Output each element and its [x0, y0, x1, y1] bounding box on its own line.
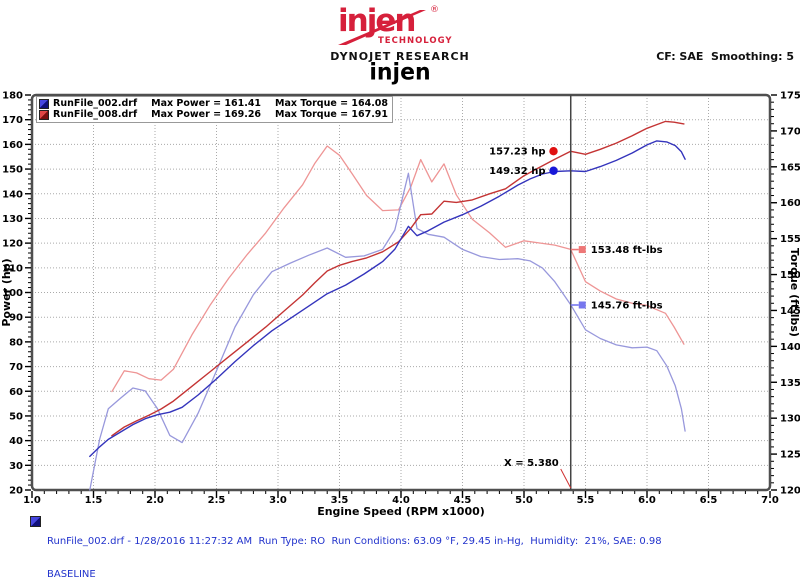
legend-max-power: Max Power = 161.41: [151, 98, 262, 109]
y-right-tick-label: 165: [780, 162, 800, 173]
legend-swatch-red-icon: [39, 109, 49, 120]
y-left-tick-label: 90: [9, 313, 23, 324]
y-left-tick-label: 50: [9, 411, 23, 422]
cursor-x-readout: X = 5.380: [504, 458, 559, 469]
x-axis-title: Engine Speed (RPM x1000): [317, 505, 485, 518]
y-right-tick-label: 140: [780, 342, 800, 353]
cursor-leader-line: [560, 468, 572, 489]
injen-logo-technology: TECHNOLOGY: [378, 36, 453, 46]
y-left-axis-title: Power (hp): [0, 258, 13, 326]
y-left-tick-label: 110: [2, 263, 23, 274]
x-tick-label: 6.5: [700, 495, 718, 506]
legend-row-baseline: RunFile_002.drf Max Power = 161.41 Max T…: [39, 98, 388, 109]
run-info-footer: RunFile_002.drf - 1/28/2016 11:27:32 AM …: [30, 514, 770, 581]
run-marker-blue-icon: [30, 516, 41, 527]
y-axis-right: 120 125 130 135 140 145 150 155 160 165 170 175 Torq…: [771, 91, 800, 497]
y-right-tick-label: 155: [780, 234, 800, 245]
legend-max-torque: Max Torque = 164.08: [275, 98, 389, 109]
power-annotation-label: 149.32 hp: [489, 166, 545, 177]
y-left-tick-label: 30: [9, 461, 23, 472]
injen-logo-word: injen: [338, 3, 414, 39]
x-tick-label: 3.0: [269, 495, 287, 506]
x-tick-label: 1.5: [85, 495, 103, 506]
power-marker-dot: [549, 147, 558, 156]
x-tick-label: 2.0: [146, 495, 164, 506]
torque-annotation-label: 145.76 ft-lbs: [591, 300, 663, 311]
x-axis: 1.0 1.5 2.0 2.5 3.0 3.5 4.0 4.5 5.0 5.5 6.0 6.5 7.0 E…: [23, 491, 779, 518]
y-right-tick-label: 125: [780, 450, 800, 461]
y-left-tick-label: 20: [9, 486, 23, 497]
torque-marker-tag: [578, 301, 586, 309]
x-tick-label: 2.5: [208, 495, 226, 506]
legend-file-name: RunFile_008.drf: [53, 109, 138, 120]
run-info-baseline: RunFile_002.drf - 1/28/2016 11:27:32 AM …: [30, 514, 770, 581]
torque-marker-tag: [578, 246, 586, 254]
dynojet-research-label: DYNOJET RESEARCH: [330, 50, 470, 63]
y-axis-left: 20 30 40 50 60 70 80 90 100 110 120 130 140 150 160 170…: [0, 91, 31, 497]
y-right-tick-label: 130: [780, 414, 800, 425]
y-left-tick-label: 70: [9, 362, 23, 373]
x-tick-label: 1.0: [23, 495, 41, 506]
y-left-tick-label: 150: [2, 165, 23, 176]
legend-swatch-blue-icon: [39, 98, 49, 109]
y-left-tick-label: 80: [9, 337, 23, 348]
x-tick-label: 4.0: [392, 495, 410, 506]
y-right-tick-label: 160: [780, 198, 800, 209]
x-tick-label: 7.0: [761, 495, 779, 506]
x-tick-label: 4.5: [454, 495, 472, 506]
correction-smoothing-label: CF: SAE Smoothing: 5: [656, 50, 794, 63]
gridlines: [32, 95, 770, 490]
y-right-tick-label: 135: [780, 378, 800, 389]
run-label: BASELINE: [47, 569, 96, 580]
y-left-tick-label: 140: [2, 189, 23, 200]
x-tick-label: 6.0: [638, 495, 656, 506]
run-conditions-line: RunFile_002.drf - 1/28/2016 11:27:32 AM …: [47, 536, 662, 547]
y-left-tick-label: 180: [2, 91, 23, 102]
y-left-tick-label: 100: [2, 288, 23, 299]
x-tick-label: 5.5: [577, 495, 595, 506]
y-right-tick-label: 170: [780, 126, 800, 137]
y-left-tick-label: 40: [9, 436, 23, 447]
power-marker-dot: [549, 166, 558, 175]
legend-file-name: RunFile_002.drf: [53, 98, 138, 109]
legend-max-power: Max Power = 169.26: [151, 109, 262, 120]
legend-max-torque: Max Torque = 167.91: [275, 109, 389, 120]
y-right-tick-label: 145: [780, 306, 800, 317]
y-right-tick-label: 150: [780, 270, 800, 281]
graph-title: injen: [369, 59, 431, 86]
curve-power-blue: [89, 140, 686, 458]
torque-annotation-label: 153.48 ft-lbs: [591, 245, 663, 256]
injen-logo-registered-mark: ®: [430, 5, 439, 15]
legend-row-sp1811: RunFile_008.drf Max Power = 169.26 Max T…: [39, 109, 388, 120]
y-left-tick-label: 120: [2, 239, 23, 250]
injen-logo-swoosh: [338, 10, 426, 45]
power-annotation-label: 157.23 hp: [489, 147, 545, 158]
y-right-tick-label: 175: [780, 91, 800, 102]
y-left-tick-label: 160: [2, 140, 23, 151]
legend-box: RunFile_002.drf Max Power = 161.41 Max T…: [36, 96, 394, 123]
curve-torque-red: [111, 145, 685, 393]
plot-frame: [30, 93, 772, 492]
y-right-tick-label: 120: [780, 486, 800, 497]
y-right-axis-title: Torque (ft-lbs): [788, 248, 800, 337]
x-tick-label: 3.5: [331, 495, 349, 506]
y-left-tick-label: 60: [9, 387, 23, 398]
y-left-tick-label: 170: [2, 115, 23, 126]
x-tick-label: 5.0: [515, 495, 533, 506]
y-left-tick-label: 130: [2, 214, 23, 225]
injen-logo: injen ® TECHNOLOGY: [336, 2, 466, 48]
curve-torque-blue: [89, 172, 686, 491]
curve-power-red: [111, 120, 685, 437]
